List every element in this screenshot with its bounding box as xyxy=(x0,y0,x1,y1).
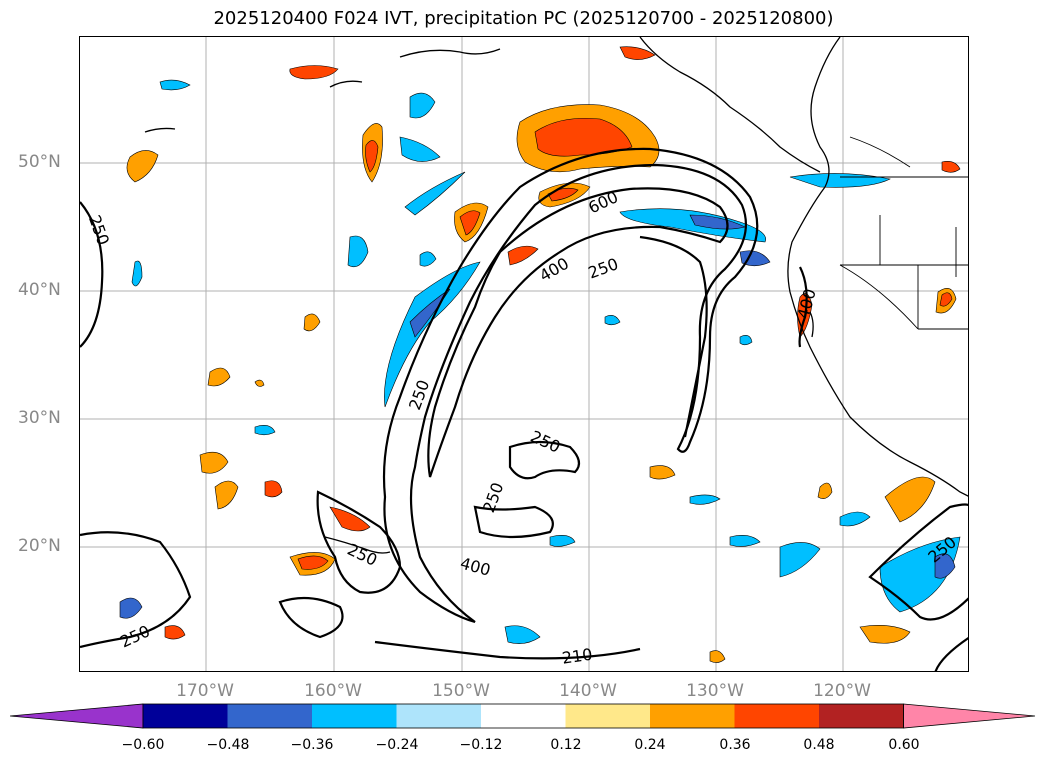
precip-positive-regions xyxy=(126,46,961,663)
colorbar-segment xyxy=(227,704,313,728)
lon-label: 130°W xyxy=(686,681,744,701)
lat-label: 30°N xyxy=(18,408,61,428)
gridlines xyxy=(80,37,968,671)
lat-label: 20°N xyxy=(18,536,61,556)
contour-label: 400 xyxy=(794,287,820,321)
colorbar-tick: 0.24 xyxy=(634,737,666,753)
colorbar-extend-min xyxy=(10,703,144,729)
colorbar-segment xyxy=(312,704,397,728)
colorbar-tick: 0.36 xyxy=(719,737,751,753)
map-area: 250 600 400 250 250 250 250 250 400 250 … xyxy=(79,36,969,672)
lat-label: 50°N xyxy=(18,152,61,172)
colorbar-tick: 0.12 xyxy=(550,737,582,753)
lon-label: 170°W xyxy=(176,681,234,701)
colorbar-tick: −0.36 xyxy=(290,737,334,753)
contour-label: 400 xyxy=(458,553,492,579)
plot-title: 2025120400 F024 IVT, precipitation PC (2… xyxy=(213,8,834,29)
colorbar-tick: 0.48 xyxy=(803,737,835,753)
lon-label: 160°W xyxy=(304,681,362,701)
colorbar-tick: −0.24 xyxy=(375,737,419,753)
colorbar-segment xyxy=(396,704,482,728)
colorbar-extend-max xyxy=(903,703,1036,729)
lon-label: 120°W xyxy=(813,681,871,701)
contour-label: 250 xyxy=(117,621,153,651)
lat-label: 40°N xyxy=(18,280,61,300)
map-svg: 250 600 400 250 250 250 250 250 400 250 … xyxy=(80,37,968,671)
colorbar-tick: −0.60 xyxy=(121,737,165,753)
colorbar-tick: −0.48 xyxy=(206,737,250,753)
ivt-contours xyxy=(80,147,968,671)
colorbar-segment xyxy=(734,704,820,728)
contour-label: 250 xyxy=(344,540,380,570)
colorbar-border xyxy=(142,703,904,729)
lon-label: 140°W xyxy=(559,681,617,701)
precip-negative-regions xyxy=(119,79,961,644)
colorbar-tick: −0.12 xyxy=(459,737,503,753)
colorbar-segment xyxy=(650,704,735,728)
colorbar-segment xyxy=(143,704,228,728)
colorbar-segment xyxy=(481,704,566,728)
contour-label: 250 xyxy=(586,254,621,282)
contour-label: 250 xyxy=(85,212,113,247)
political-borders xyxy=(839,136,968,330)
coastlines xyxy=(144,37,968,554)
contour-label: 400 xyxy=(536,254,572,286)
colorbar-segment xyxy=(819,704,904,728)
contour-label: 250 xyxy=(528,427,564,457)
colorbar-segment xyxy=(565,704,651,728)
colorbar-tick: 0.60 xyxy=(888,737,920,753)
contour-label: 210 xyxy=(561,645,594,668)
colorbar xyxy=(10,703,1036,729)
lon-label: 150°W xyxy=(432,681,490,701)
